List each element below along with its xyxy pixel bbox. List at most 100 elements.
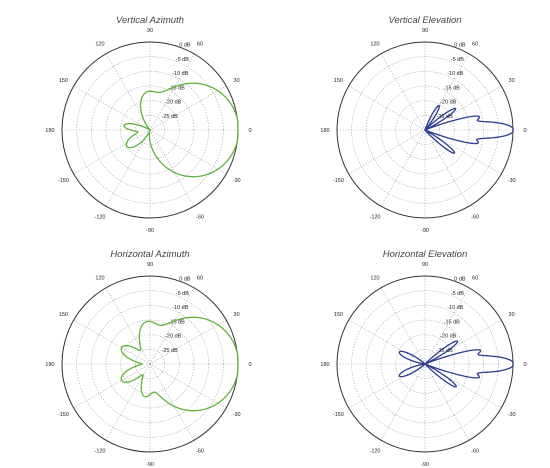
grid-spoke: [149, 129, 195, 207]
grid-spoke: [424, 53, 470, 131]
grid-spoke: [380, 129, 426, 207]
grid-ring: [120, 334, 180, 394]
radiation-pattern-trace: [424, 104, 514, 154]
radial-tick-label-15-db: -15 dB: [444, 319, 461, 325]
chart-title: Vertical Azimuth: [116, 15, 184, 26]
angle-tick-label-180: 180: [320, 128, 329, 134]
radial-tick-label-10-db: -10 dB: [172, 305, 189, 311]
radial-tick-label-20-db: -20 dB: [165, 100, 182, 106]
angle-tick-label-60: -60: [196, 215, 204, 221]
radial-tick-label-5-db: -5 dB: [451, 291, 464, 297]
angle-tick-label-120: 120: [95, 275, 104, 281]
grid-spoke: [149, 319, 227, 365]
grid-spoke: [348, 319, 426, 365]
grid-spoke: [348, 85, 426, 131]
polar-chart-horizontal-azimuth: Horizontal Azimuth 90 60 30 0 -30 -60 -90 -120 -1…: [0, 234, 275, 468]
grid-spoke: [73, 363, 151, 409]
radial-tick-label-0-db: 0 dB: [454, 277, 466, 283]
angle-tick-label-90: 90: [422, 262, 428, 268]
angle-tick-label-180: 180: [45, 362, 54, 368]
grid-spoke: [149, 53, 195, 131]
angle-tick-label-120: 120: [370, 275, 379, 281]
polar-plot-svg: Horizontal Azimuth 90 60 30 0 -30 -60 -90 -120 -1…: [45, 249, 251, 468]
grid-ring: [380, 85, 470, 175]
angle-tick-label-30: -30: [508, 412, 516, 418]
angle-tick-label-30: 30: [234, 78, 240, 84]
angle-tick-label-180: 180: [45, 128, 54, 134]
grid-spoke: [348, 129, 426, 175]
angle-tick-label-0: 0: [523, 128, 526, 134]
grid-spoke: [149, 129, 227, 175]
angle-tick-label-90: -90: [421, 228, 429, 234]
radial-tick-label-20-db: -20 dB: [165, 334, 182, 340]
grid-spoke: [380, 53, 426, 131]
polar-chart-vertical-elevation: Vertical Elevation 90 60 30 0 -30 -60 -90 -120 -1…: [275, 0, 550, 234]
polar-plot-svg: Vertical Azimuth 90 60 30 0 -30 -60 -90 -120 -150…: [45, 15, 251, 234]
angle-tick-label-120: 120: [370, 41, 379, 47]
grid-spoke: [105, 129, 151, 207]
radial-tick-label-25-db: -25 dB: [162, 348, 179, 354]
radiation-pattern-trace: [398, 340, 514, 388]
radial-tick-label-5-db: -5 dB: [176, 291, 189, 297]
grid-spoke: [380, 287, 426, 365]
angle-tick-label-90: -90: [146, 228, 154, 234]
grid-spoke: [149, 363, 227, 409]
angle-tick-label-30: 30: [234, 312, 240, 318]
grid-spoke: [380, 363, 426, 441]
radial-tick-label-0-db: 0 dB: [454, 43, 466, 49]
grid-ring: [380, 319, 470, 409]
angle-tick-label-150: -150: [58, 412, 69, 418]
grid-ring: [91, 71, 209, 189]
grid-spoke: [424, 287, 470, 365]
grid-spoke: [73, 319, 151, 365]
polar-chart-vertical-azimuth: Vertical Azimuth 90 60 30 0 -30 -60 -90 -120 -150…: [0, 0, 275, 234]
angle-tick-label-150: -150: [333, 178, 344, 184]
angle-tick-label-60: 60: [472, 275, 478, 281]
angle-tick-label-60: -60: [471, 449, 479, 455]
angle-tick-label-150: -150: [58, 178, 69, 184]
chart-title: Horizontal Azimuth: [110, 249, 189, 260]
angle-tick-label-60: -60: [196, 449, 204, 455]
angle-tick-label-60: 60: [197, 275, 203, 281]
radiation-pattern-trace: [120, 316, 239, 412]
angle-tick-label-0: 0: [248, 362, 251, 368]
angle-tick-label-120: -120: [369, 215, 380, 221]
polar-chart-horizontal-elevation: Horizontal Elevation 90 60 30 0 -30 -60 -90 -120…: [275, 234, 550, 468]
angle-tick-label-120: 120: [95, 41, 104, 47]
angle-tick-label-90: -90: [146, 462, 154, 468]
radial-tick-label-15-db: -15 dB: [169, 319, 186, 325]
radial-tick-label-25-db: -25 dB: [437, 114, 454, 120]
angle-tick-label-30: 30: [509, 312, 515, 318]
grid-ring: [105, 319, 195, 409]
grid-ring: [366, 305, 484, 423]
grid-spoke: [424, 363, 470, 441]
grid-ring: [91, 305, 209, 423]
grid-ring: [120, 100, 180, 160]
angle-tick-label-60: -60: [471, 215, 479, 221]
angle-tick-label-60: 60: [197, 41, 203, 47]
radial-tick-label-10-db: -10 dB: [447, 71, 464, 77]
grid-ring: [105, 85, 195, 175]
angle-tick-label-120: -120: [94, 215, 105, 221]
radial-tick-label-20-db: -20 dB: [440, 334, 457, 340]
radial-tick-label-15-db: -15 dB: [169, 85, 186, 91]
chart-title: Vertical Elevation: [388, 15, 461, 26]
angle-tick-label-30: 30: [509, 78, 515, 84]
grid-spoke: [73, 129, 151, 175]
grid-ring: [395, 100, 455, 160]
angle-tick-label-150: 150: [59, 78, 68, 84]
angle-tick-label-180: 180: [320, 362, 329, 368]
angle-tick-label-0: 0: [523, 362, 526, 368]
angle-tick-label-30: -30: [233, 178, 241, 184]
radial-tick-label-25-db: -25 dB: [437, 348, 454, 354]
angle-tick-label-30: -30: [508, 178, 516, 184]
grid-spoke: [424, 129, 470, 207]
angle-tick-label-150: 150: [334, 78, 343, 84]
angle-tick-label-150: 150: [334, 312, 343, 318]
angle-tick-label-30: -30: [233, 412, 241, 418]
grid-spoke: [73, 85, 151, 131]
radial-tick-label-10-db: -10 dB: [447, 305, 464, 311]
angle-tick-label-150: -150: [333, 412, 344, 418]
grid-spoke: [149, 85, 227, 131]
radial-tick-label-5-db: -5 dB: [451, 57, 464, 63]
